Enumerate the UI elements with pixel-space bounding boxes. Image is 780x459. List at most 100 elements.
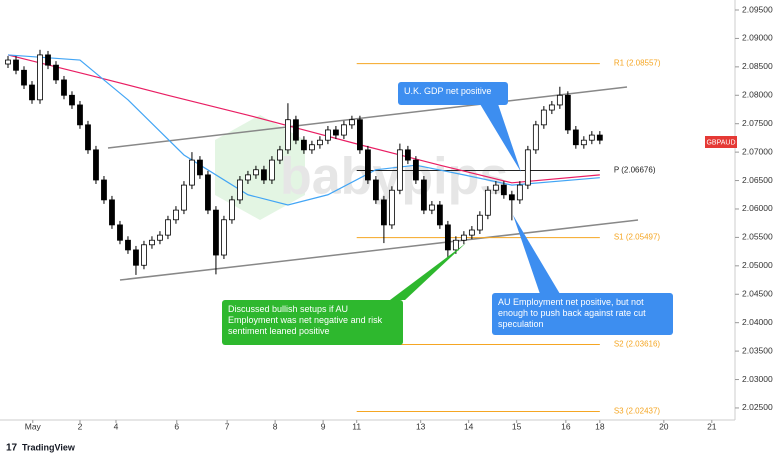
candle-body bbox=[420, 179, 427, 211]
y-tick-label: 2.06500 bbox=[742, 175, 773, 185]
x-tick-label: 7 bbox=[225, 421, 230, 431]
candle-body bbox=[572, 129, 579, 146]
x-tick-label: 15 bbox=[512, 421, 522, 431]
candle-body bbox=[29, 84, 35, 101]
y-tick-label: 2.07500 bbox=[742, 118, 773, 128]
candle-body bbox=[53, 64, 59, 81]
candle-body bbox=[468, 229, 475, 236]
candle-body bbox=[221, 219, 227, 256]
candle-body bbox=[380, 199, 387, 226]
callout-text: AU Employment net positive, but not enou… bbox=[498, 297, 646, 329]
candle-body bbox=[293, 119, 299, 141]
candle-body bbox=[492, 184, 499, 191]
candle-body bbox=[460, 234, 467, 241]
candle-body bbox=[388, 189, 395, 226]
x-tick-label: 6 bbox=[174, 421, 179, 431]
y-tick-label: 2.04500 bbox=[742, 289, 773, 299]
candle-body bbox=[133, 249, 139, 266]
candle-body bbox=[341, 124, 347, 136]
callout-pointer bbox=[390, 243, 466, 300]
moving-average bbox=[7, 54, 600, 184]
candle-body bbox=[197, 159, 203, 176]
y-tick-label: 2.03500 bbox=[742, 345, 773, 355]
pivot-label: P (2.06676) bbox=[614, 166, 656, 175]
candle-body bbox=[524, 149, 531, 186]
candle-body bbox=[109, 199, 115, 226]
candle-body bbox=[253, 169, 259, 176]
candle-body bbox=[301, 139, 307, 151]
channel-lower bbox=[119, 219, 639, 281]
y-tick-label: 2.07000 bbox=[742, 146, 773, 156]
candle-body bbox=[436, 204, 443, 226]
x-tick-label: 14 bbox=[464, 421, 474, 431]
y-tick-label: 2.05000 bbox=[742, 260, 773, 270]
candle-body bbox=[165, 219, 171, 236]
x-tick-label: 4 bbox=[114, 421, 119, 431]
y-tick-label: 2.05500 bbox=[742, 232, 773, 242]
candle-body bbox=[349, 119, 355, 126]
candle-body bbox=[285, 119, 291, 151]
callout-text: U.K. GDP net positive bbox=[404, 86, 492, 96]
candle-body bbox=[333, 129, 339, 136]
candle-body bbox=[125, 239, 131, 251]
candle-body bbox=[508, 194, 515, 201]
candle-body bbox=[229, 199, 235, 221]
callout-box bbox=[398, 82, 508, 105]
callout-box bbox=[492, 293, 673, 335]
x-tick-label: May bbox=[25, 421, 42, 431]
candle-body bbox=[37, 54, 43, 101]
candle-body bbox=[309, 144, 315, 151]
x-tick-label: 16 bbox=[561, 421, 571, 431]
candle-body bbox=[396, 149, 403, 191]
pivot-label: S3 (2.02437) bbox=[614, 407, 661, 416]
brand-logo: 17 bbox=[6, 443, 18, 454]
candle-body bbox=[173, 209, 179, 221]
candle-body bbox=[69, 94, 75, 106]
candle-body bbox=[141, 244, 147, 266]
x-tick-label: 8 bbox=[273, 421, 278, 431]
candle-body bbox=[372, 179, 379, 201]
candle-body bbox=[596, 134, 603, 141]
y-tick-label: 2.09500 bbox=[742, 4, 773, 14]
brand: TradingView bbox=[22, 442, 76, 452]
candle-body bbox=[444, 224, 451, 251]
x-tick-label: 13 bbox=[416, 421, 426, 431]
candle-body bbox=[357, 119, 363, 151]
x-tick-label: 20 bbox=[659, 421, 669, 431]
candle-body bbox=[13, 59, 19, 71]
candle-body bbox=[101, 179, 107, 201]
candle-body bbox=[21, 69, 27, 86]
candle-body bbox=[237, 179, 243, 201]
candle-body bbox=[580, 139, 587, 146]
y-tick-label: 2.03000 bbox=[742, 374, 773, 384]
pivot-label: R1 (2.08557) bbox=[614, 59, 661, 68]
candle-body bbox=[556, 94, 563, 106]
candle-body bbox=[317, 139, 323, 146]
callout-pointer bbox=[480, 104, 521, 172]
symbol-tag bbox=[705, 136, 737, 148]
x-tick-label: 9 bbox=[321, 421, 326, 431]
y-tick-label: 2.04000 bbox=[742, 317, 773, 327]
candle-body bbox=[189, 159, 195, 186]
x-tick-label: 2 bbox=[78, 421, 83, 431]
candle-body bbox=[428, 204, 435, 211]
candle-body bbox=[548, 104, 555, 111]
x-tick-label: 18 bbox=[595, 421, 605, 431]
candle-body bbox=[516, 184, 523, 201]
y-tick-label: 2.08500 bbox=[742, 61, 773, 71]
candle-body bbox=[5, 59, 11, 65]
candle-body bbox=[484, 189, 491, 216]
y-tick-label: 2.06000 bbox=[742, 203, 773, 213]
callout: U.K. GDP net positive bbox=[404, 86, 492, 96]
candle-body bbox=[325, 129, 331, 141]
callout-pointer bbox=[513, 215, 560, 294]
candle-body bbox=[261, 169, 267, 181]
candle-body bbox=[412, 159, 419, 181]
moving-average bbox=[7, 54, 600, 206]
candle-body bbox=[85, 124, 91, 151]
candle-body bbox=[476, 214, 483, 231]
pivot-label: S1 (2.05497) bbox=[614, 233, 661, 242]
candle-body bbox=[245, 174, 251, 181]
